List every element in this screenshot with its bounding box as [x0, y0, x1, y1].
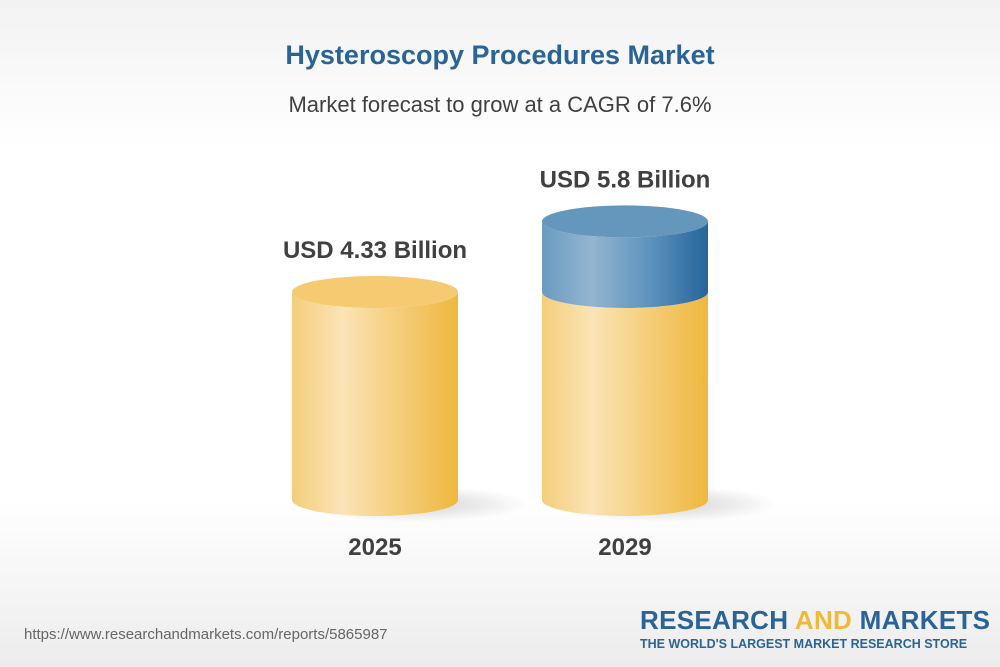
cylinder-bar-base-2029 [542, 292, 708, 516]
category-label: 2025 [348, 534, 401, 561]
research-and-markets-logo: RESEARCH AND MARKETS THE WORLD'S LARGEST… [640, 605, 991, 651]
category-label: 2029 [598, 534, 651, 561]
cylinder-bar-base-2025 [292, 292, 458, 516]
data-label: USD 5.8 Billion [540, 166, 711, 193]
cylinder-bar-growth-2029 [542, 221, 708, 308]
cylinder-top [292, 276, 458, 308]
report-url[interactable]: https://www.researchandmarkets.com/repor… [24, 626, 388, 643]
cylinder-top [542, 205, 708, 238]
data-label: USD 4.33 Billion [283, 237, 467, 264]
chart-title: Hysteroscopy Procedures Market [285, 40, 715, 70]
chart-subtitle: Market forecast to grow at a CAGR of 7.6… [288, 92, 712, 117]
